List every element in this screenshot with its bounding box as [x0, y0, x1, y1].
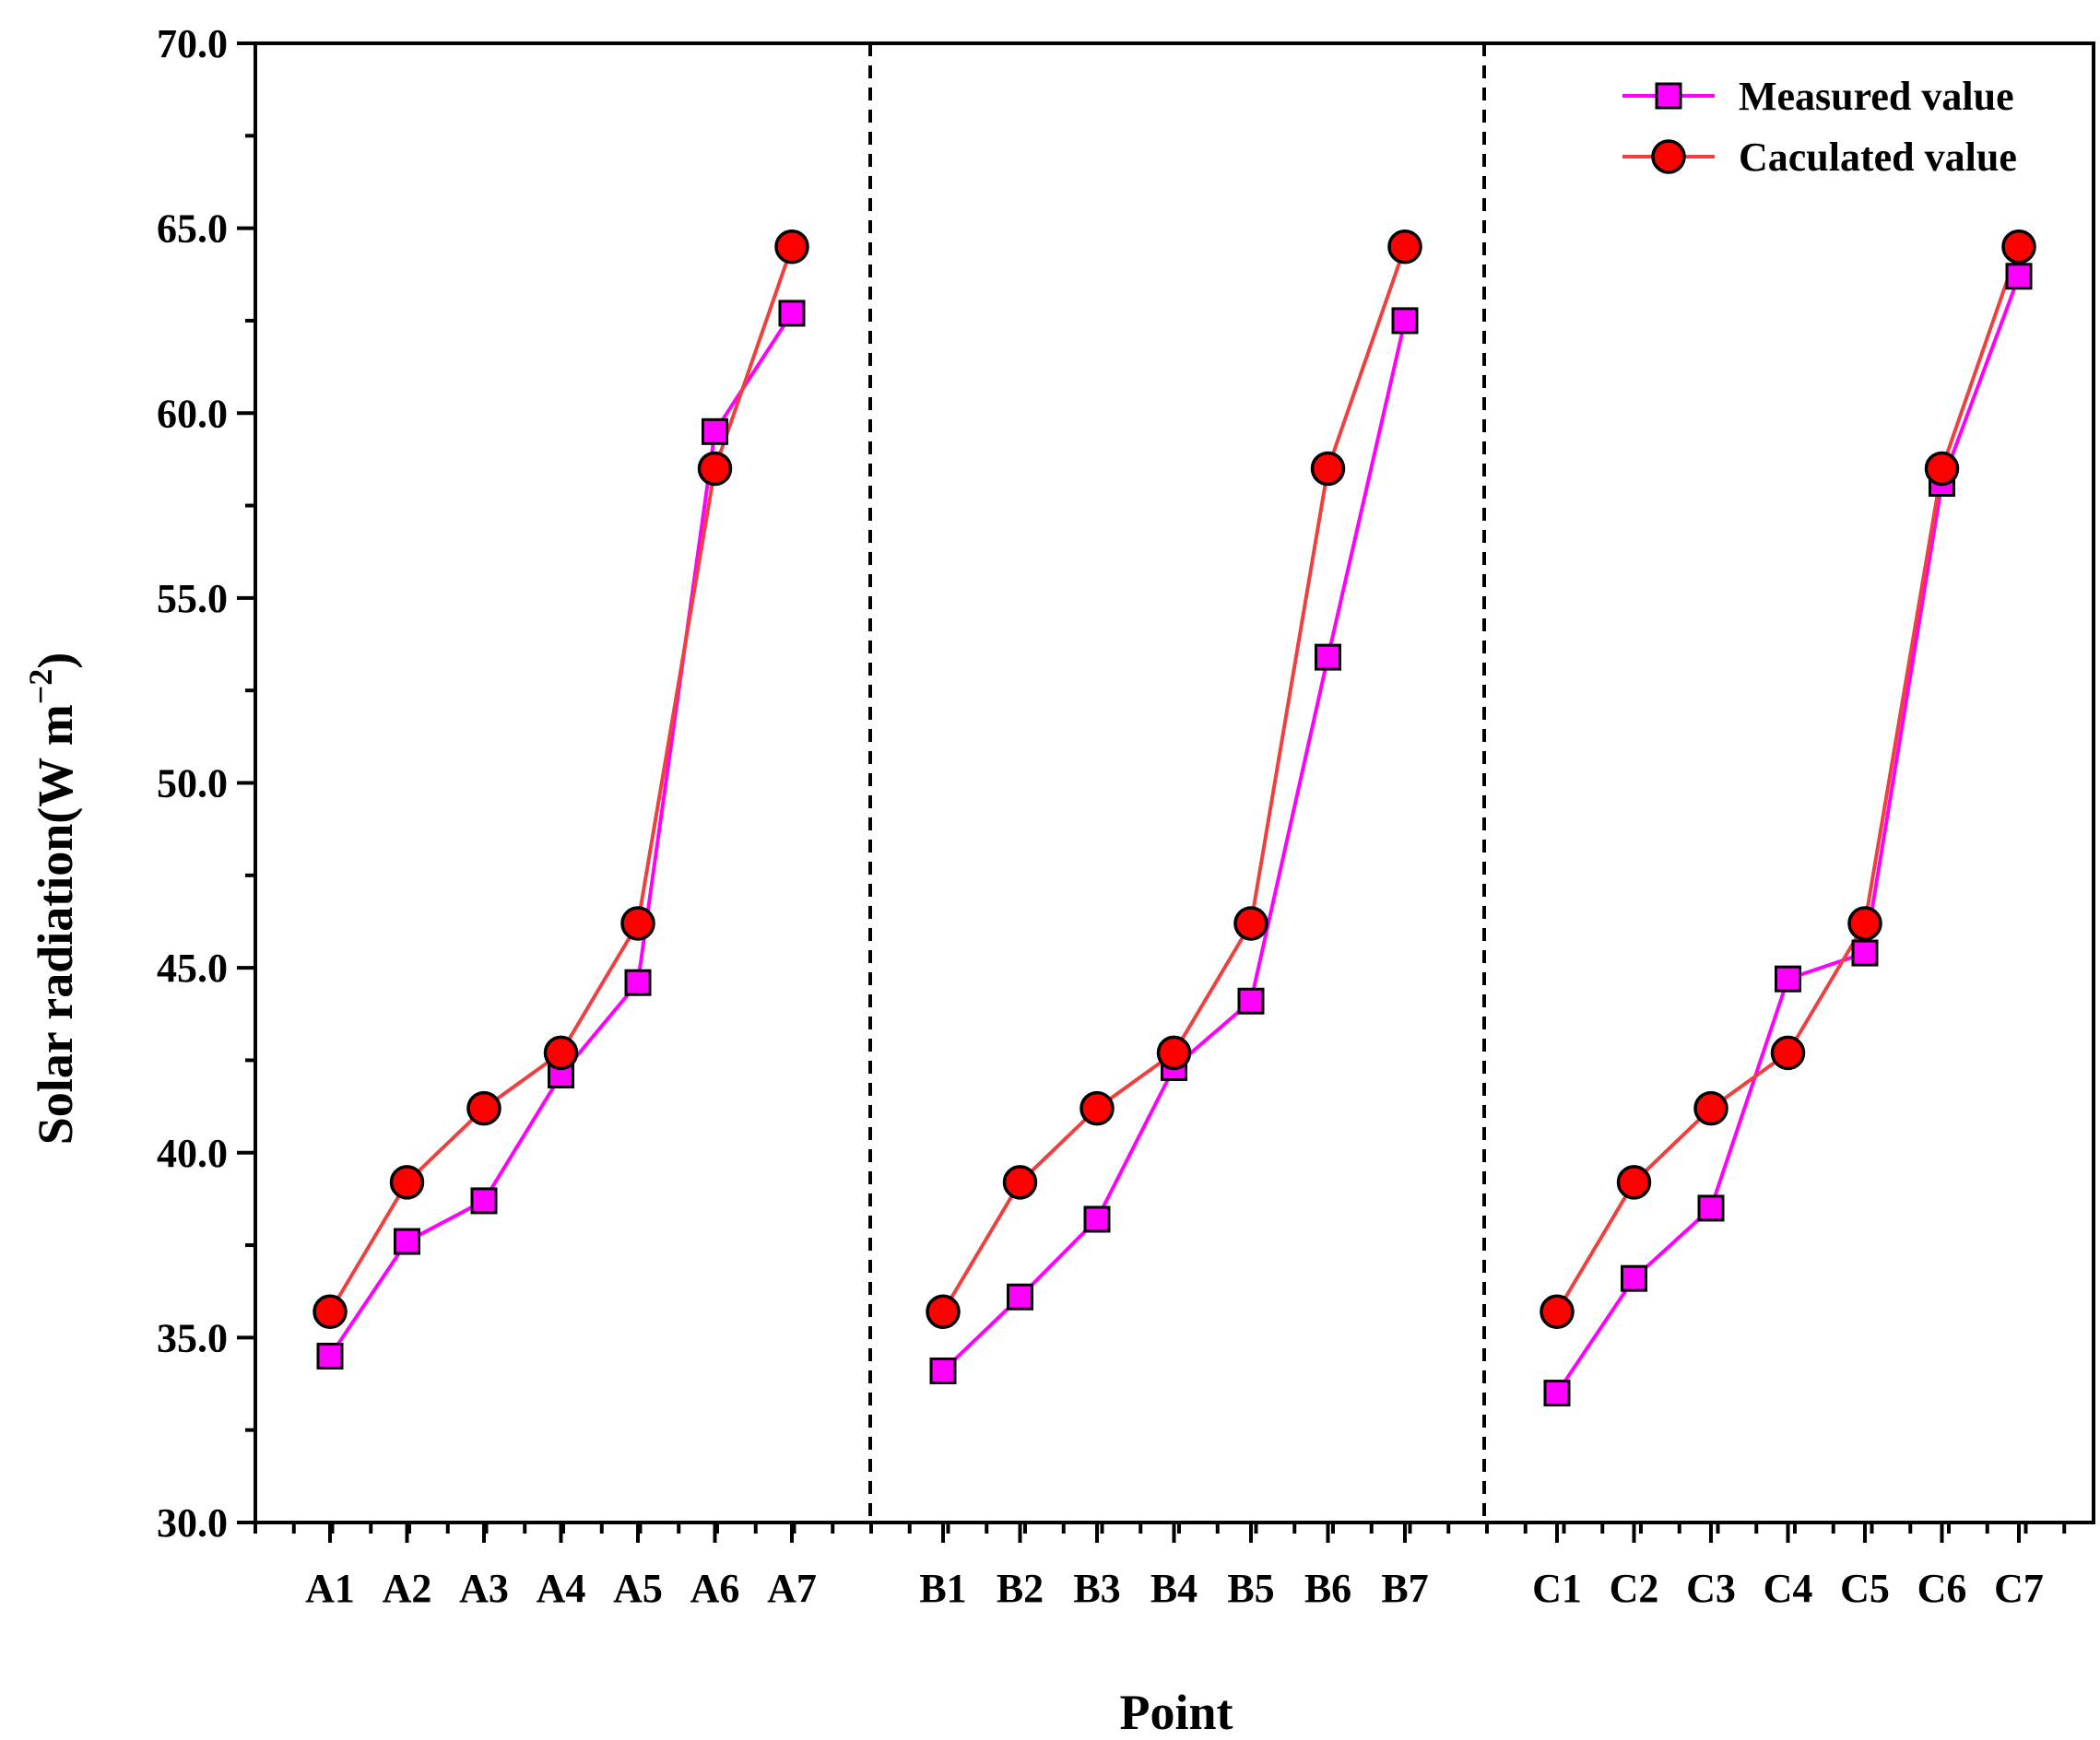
measured-point: [1315, 643, 1341, 671]
measured-point: [929, 1357, 957, 1384]
calculated-point: [1156, 1035, 1192, 1071]
x-tick-label: B4: [1150, 1566, 1197, 1611]
measured-point: [2005, 263, 2033, 290]
calculated-point: [1924, 451, 1960, 487]
x-tick-label: C5: [1840, 1566, 1890, 1611]
x-tick-label: C6: [1917, 1566, 1967, 1611]
calculated-point: [466, 1090, 501, 1126]
plot-frame: [254, 41, 2095, 1524]
x-tick-label: C1: [1532, 1566, 1582, 1611]
x-tick-label: C7: [1994, 1566, 2044, 1611]
measured-point: [1621, 1264, 1647, 1292]
calculated-point: [1002, 1165, 1038, 1200]
x-tick-label: A6: [690, 1566, 740, 1611]
x-tick-label: B5: [1227, 1566, 1274, 1611]
measured-point: [1237, 987, 1265, 1015]
measured-point: [778, 300, 806, 327]
legend-square-marker: [1655, 82, 1682, 110]
y-axis-title-main: Solar radiation(W m: [28, 704, 83, 1145]
x-tick-label: A2: [383, 1566, 432, 1611]
calculated-point: [1079, 1090, 1115, 1126]
x-tick-label: C4: [1764, 1566, 1813, 1611]
calculated-point: [1387, 229, 1422, 265]
svg-text:Solar radiation(W m−2): Solar radiation(W m−2): [22, 652, 83, 1146]
measured-point: [1083, 1205, 1111, 1233]
calculated-point: [774, 229, 809, 265]
calculated-point: [1693, 1090, 1728, 1126]
calculated-point: [1540, 1294, 1575, 1330]
calculated-point: [1310, 451, 1346, 487]
calculated-point: [543, 1035, 579, 1071]
calculated-point: [926, 1294, 961, 1330]
calculated-point: [1847, 906, 1882, 941]
measured-point: [1543, 1380, 1571, 1407]
series-line-calculated: [1555, 246, 2021, 1313]
calculated-point: [620, 906, 655, 941]
measured-point: [1775, 965, 1801, 993]
x-tick-label: B6: [1304, 1566, 1351, 1611]
measured-point: [394, 1228, 420, 1255]
x-tick-label: B2: [997, 1566, 1044, 1611]
x-tick-label: A7: [767, 1566, 817, 1611]
measured-point: [702, 417, 728, 445]
measured-point: [1007, 1283, 1033, 1311]
legend-circle-marker: [1651, 139, 1686, 174]
calculated-point: [389, 1165, 425, 1200]
calculated-point: [697, 451, 733, 487]
x-tick-label: C2: [1610, 1566, 1659, 1611]
measured-point: [1697, 1194, 1725, 1222]
measured-point: [316, 1342, 344, 1370]
legend-label: Measured value: [1739, 74, 2014, 119]
calculated-point: [313, 1294, 348, 1330]
y-tick-label: 55.0: [157, 576, 228, 621]
y-axis-title: Solar radiation(W m−2): [22, 652, 83, 1146]
y-tick-label: 45.0: [157, 946, 228, 991]
y-axis-title-superscript: −2: [22, 669, 59, 705]
y-tick-label: 70.0: [157, 21, 228, 66]
y-axis-title-close: ): [28, 652, 83, 669]
calculated-point: [1616, 1165, 1652, 1200]
measured-point: [1851, 939, 1879, 967]
x-tick-label: A3: [459, 1566, 509, 1611]
legend-label: Caculated value: [1739, 135, 2017, 180]
x-tick-label: B3: [1073, 1566, 1120, 1611]
calculated-point: [1770, 1035, 1806, 1071]
x-tick-label: B7: [1381, 1566, 1428, 1611]
y-tick-label: 50.0: [157, 761, 228, 806]
y-tick-label: 40.0: [157, 1131, 228, 1176]
measured-point: [1391, 307, 1419, 335]
calculated-point: [1233, 906, 1268, 941]
series-line-calculated: [328, 246, 794, 1313]
measured-point: [470, 1187, 498, 1215]
x-tick-label: A4: [537, 1566, 586, 1611]
x-axis-title: Point: [1119, 1685, 1233, 1740]
x-tick-label: A1: [305, 1566, 355, 1611]
x-tick-label: B1: [919, 1566, 966, 1611]
calculated-point: [2001, 229, 2036, 265]
y-tick-label: 60.0: [157, 391, 228, 436]
measured-point: [624, 969, 652, 996]
x-tick-label: A5: [613, 1566, 663, 1611]
y-tick-label: 35.0: [157, 1315, 228, 1360]
y-tick-label: 65.0: [157, 206, 228, 252]
series-line-calculated: [941, 246, 1407, 1313]
y-tick-label: 30.0: [157, 1500, 228, 1546]
x-tick-label: C3: [1686, 1566, 1736, 1611]
